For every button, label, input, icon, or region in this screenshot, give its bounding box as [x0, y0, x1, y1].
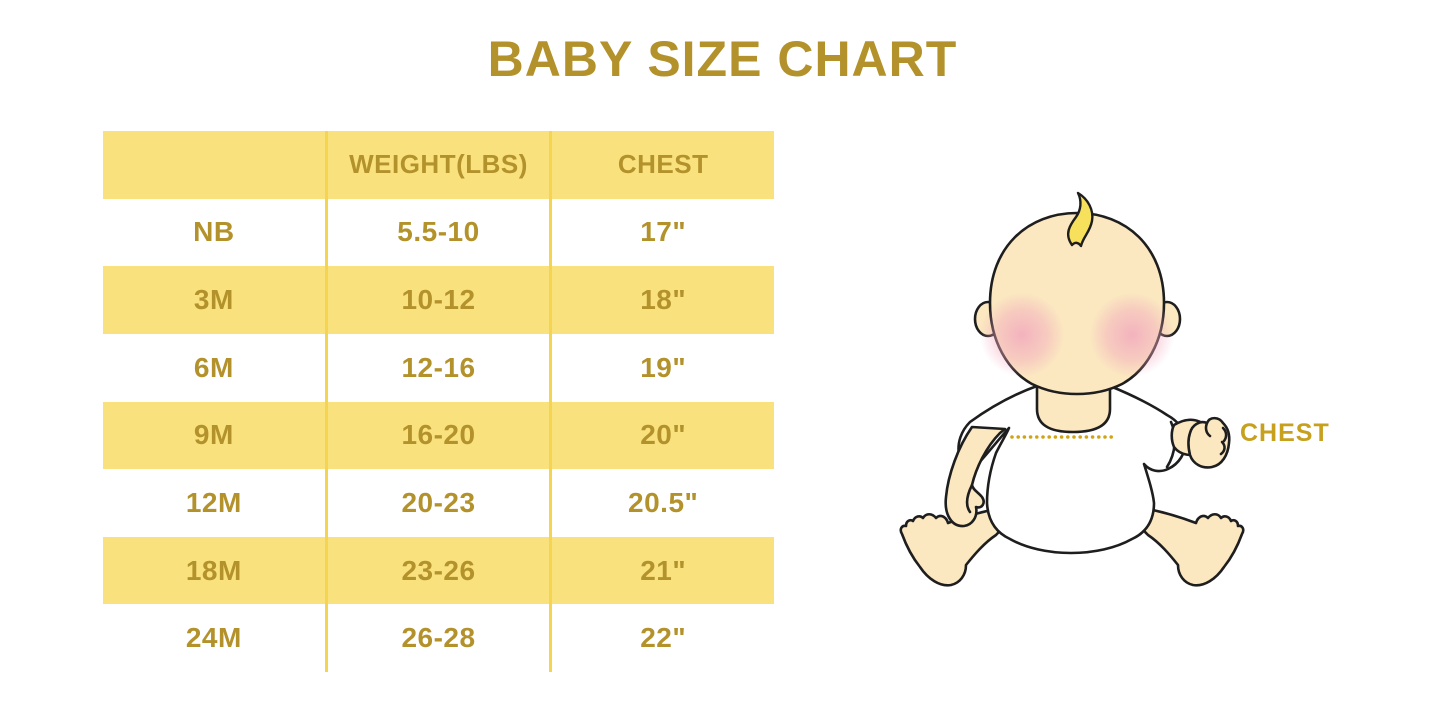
- baby-right-leg: [1132, 505, 1245, 587]
- table-header-row: WEIGHT(LBS) CHEST: [103, 131, 774, 199]
- size-cell: 24M: [185, 622, 242, 654]
- header-cell-size: [103, 131, 325, 199]
- table-row: 12M 20-23 20.5": [103, 469, 774, 537]
- weight-cell: 10-12: [324, 266, 550, 334]
- weight-cell: 23-26: [324, 536, 550, 605]
- chest-cell: 20.5": [549, 469, 774, 537]
- table-row: 24M 26-28 22": [103, 604, 774, 672]
- header-cell-weight: WEIGHT(LBS): [324, 131, 550, 199]
- table-row: 9M 16-20 20": [103, 401, 774, 470]
- weight-cell: 16-20: [324, 401, 550, 470]
- size-cell: 6M: [193, 351, 234, 383]
- baby-fist-knuckle-lines: [1204, 421, 1228, 456]
- size-cell: 3M: [193, 284, 234, 316]
- size-cell: 18M: [185, 554, 242, 586]
- chest-cell: 17": [549, 198, 774, 267]
- baby-figure-svg: [899, 191, 1245, 587]
- baby-right-blush: [1090, 293, 1174, 377]
- table-row: NB 5.5-10 17": [103, 198, 774, 267]
- baby-illustration: [860, 185, 1340, 645]
- baby-left-arm: [944, 425, 1007, 528]
- baby-left-blush: [980, 293, 1064, 377]
- baby-hair-curl: [1066, 191, 1094, 248]
- weight-cell: 26-28: [324, 604, 550, 672]
- table-row: 3M 10-12 18": [103, 266, 774, 334]
- table-row: 6M 12-16 19": [103, 333, 774, 402]
- weight-cell: 20-23: [324, 469, 550, 537]
- chest-cell: 21": [549, 536, 774, 605]
- baby-left-hand-curl-line: [965, 483, 974, 514]
- chest-cell: 20": [549, 401, 774, 470]
- page-title: BABY SIZE CHART: [487, 31, 958, 87]
- chest-cell: 22": [549, 604, 774, 672]
- chest-cell: 18": [549, 266, 774, 334]
- chest-measurement-label: CHEST: [1240, 419, 1330, 447]
- header-cell-chest: CHEST: [549, 131, 774, 199]
- weight-cell: 5.5-10: [324, 198, 550, 267]
- chest-cell: 19": [549, 333, 774, 402]
- baby-left-leg: [899, 505, 1012, 587]
- size-cell: 12M: [185, 486, 242, 518]
- baby-size-table: WEIGHT(LBS) CHEST NB 5.5-10 17" 3M 10-12…: [103, 131, 774, 672]
- weight-cell: 12-16: [324, 333, 550, 402]
- size-cell: NB: [193, 216, 235, 248]
- table-row: 18M 23-26 21": [103, 536, 774, 605]
- size-cell: 9M: [193, 419, 234, 451]
